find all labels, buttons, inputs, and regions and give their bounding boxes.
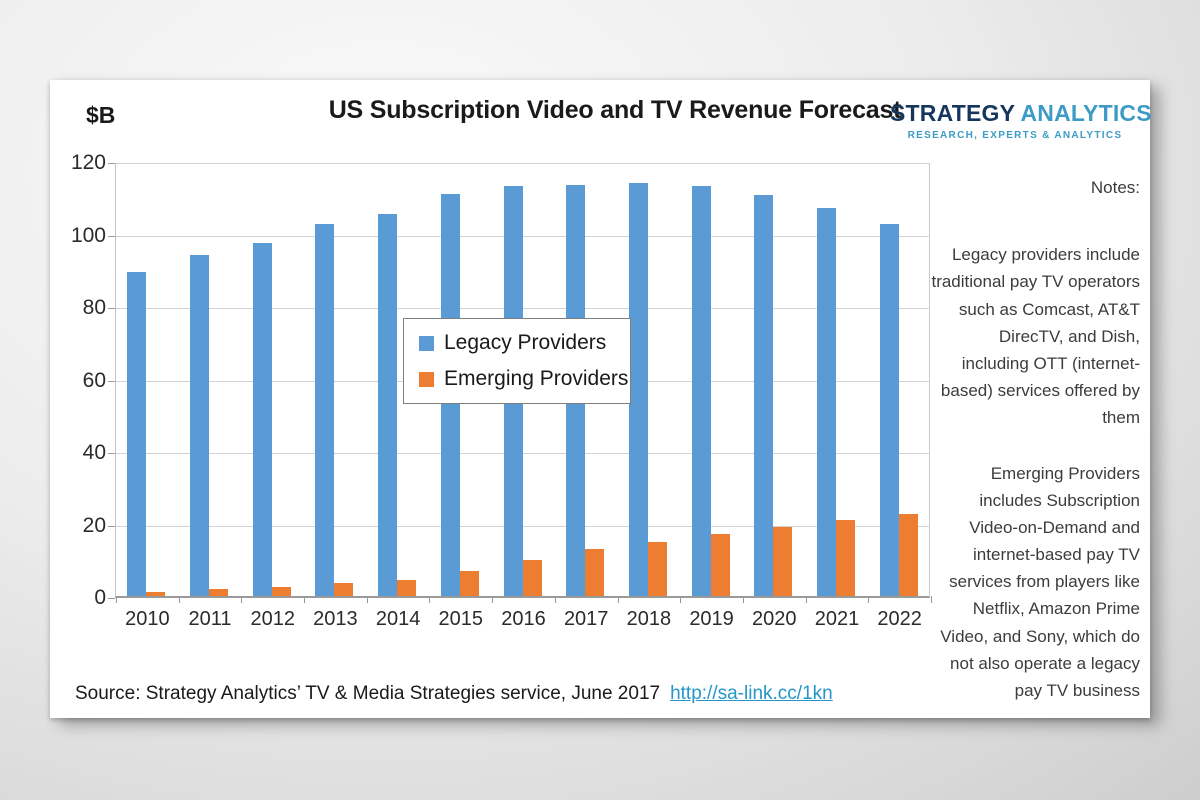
bar-emerging-2014	[397, 579, 417, 596]
y-tick-label-100: 100	[70, 223, 106, 247]
x-tick-label-2012: 2012	[250, 608, 295, 630]
x-tick-label-2020: 2020	[752, 608, 797, 630]
y-axis-tick	[108, 453, 115, 454]
x-tick-label-2011: 2011	[188, 608, 232, 630]
gridline-80	[116, 308, 929, 309]
y-tick-label-20: 20	[82, 513, 106, 537]
notes-paragraph-emerging: Emerging Providers includes Subscription…	[940, 463, 1140, 701]
strategy-analytics-logo: STRATEGY ANALYTICS RESEARCH, EXPERTS & A…	[890, 100, 1152, 141]
logo-word1: STRATEGY	[890, 100, 1015, 126]
source-link[interactable]: http://sa-link.cc/1kn	[670, 683, 833, 704]
notes-paragraph-legacy: Legacy providers include traditional pay…	[931, 245, 1140, 428]
bar-legacy-2021	[816, 208, 836, 596]
x-axis-tick	[304, 596, 306, 603]
bar-emerging-2019	[710, 534, 730, 596]
gridline-100	[116, 235, 929, 237]
notes-heading: Notes:	[1090, 178, 1140, 197]
x-tick-label-2021: 2021	[814, 608, 860, 630]
x-axis-tick	[617, 596, 619, 603]
legend-item-legacy: Legacy Providers	[419, 331, 630, 355]
legend-label-legacy: Legacy Providers	[444, 331, 607, 354]
chart-legend: Legacy Providers Emerging Providers	[403, 318, 631, 404]
y-axis-tick	[108, 235, 115, 237]
x-tick-label-2010: 2010	[125, 608, 170, 630]
y-axis-unit-label: $B	[86, 102, 116, 128]
x-axis-tick	[805, 596, 807, 603]
x-tick-label-2022: 2022	[877, 608, 922, 630]
emerging-swatch	[419, 371, 434, 387]
x-tick-label-2016: 2016	[501, 608, 546, 630]
chart-card: US Subscription Video and TV Revenue For…	[50, 80, 1152, 718]
x-tick-label-2018: 2018	[626, 608, 672, 630]
x-tick-label-2013: 2013	[313, 608, 358, 630]
x-axis-tick	[241, 596, 243, 603]
x-axis-tick	[742, 596, 744, 603]
x-axis-tick	[931, 596, 932, 603]
legend-item-emerging: Emerging Providers	[419, 367, 630, 391]
bar-legacy-2022	[879, 224, 899, 596]
bar-legacy-2019	[691, 186, 711, 596]
y-tick-label-40: 40	[82, 441, 106, 464]
bar-legacy-2011	[190, 255, 210, 596]
bar-legacy-2020	[754, 195, 774, 596]
x-axis-tick	[554, 596, 556, 603]
bar-emerging-2016	[522, 559, 542, 596]
legacy-swatch	[419, 335, 434, 351]
y-tick-label-80: 80	[82, 296, 106, 319]
bar-emerging-2021	[835, 519, 855, 596]
logo-tagline: RESEARCH, EXPERTS & ANALYTICS	[907, 130, 1123, 141]
y-tick-label-60: 60	[82, 368, 106, 392]
legend-label-emerging: Emerging Providers	[444, 367, 629, 390]
gridline-40	[116, 453, 929, 454]
bar-emerging-2022	[898, 514, 918, 596]
x-axis-tick	[116, 596, 117, 603]
x-axis-tick	[429, 596, 431, 603]
bar-emerging-2011	[209, 588, 229, 596]
plot-area: 0 20 40 60 80 100 120 2010 2011 2012 2013 2014 2015 2…	[71, 151, 932, 630]
source-line: Source: Strategy Analytics’ TV & Media S…	[75, 683, 833, 705]
chart-title: US Subscription Video and TV Revenue For…	[328, 96, 902, 124]
bar-legacy-2010	[127, 271, 147, 596]
x-axis-tick	[680, 596, 682, 603]
bar-legacy-2012	[252, 242, 272, 596]
source-text: Source: Strategy Analytics’ TV & Media S…	[75, 683, 661, 704]
x-tick-label-2015: 2015	[438, 608, 484, 630]
y-axis-tick	[108, 525, 115, 527]
y-tick-label-0: 0	[94, 586, 106, 609]
x-axis-tick	[868, 596, 870, 603]
y-axis-tick	[108, 598, 115, 599]
y-axis-tick	[108, 380, 115, 382]
x-tick-label-2017: 2017	[563, 608, 609, 630]
bar-emerging-2020	[773, 527, 793, 596]
x-axis-tick	[178, 596, 180, 603]
y-axis-tick	[108, 308, 115, 309]
bar-emerging-2015	[459, 570, 479, 596]
bar-legacy-2013	[315, 224, 335, 596]
bar-emerging-2013	[334, 583, 354, 596]
x-axis-tick	[366, 596, 368, 603]
bar-emerging-2018	[647, 541, 667, 596]
gridline-20	[116, 525, 929, 527]
bar-emerging-2017	[585, 548, 605, 596]
bar-legacy-2018	[628, 182, 648, 596]
bar-legacy-2014	[378, 213, 398, 596]
x-tick-label-2014: 2014	[375, 608, 421, 630]
x-axis-tick	[492, 596, 494, 603]
y-axis-tick	[108, 163, 115, 164]
bar-emerging-2010	[146, 592, 166, 596]
logo-word2: ANALYTICS	[1014, 100, 1152, 126]
logo-wordmark: STRATEGY ANALYTICS	[890, 100, 1152, 127]
notes-panel: Notes: Legacy providers include traditio…	[928, 174, 1140, 704]
y-tick-label-120: 120	[70, 151, 106, 174]
x-tick-label-2019: 2019	[689, 608, 734, 630]
gridline-120	[116, 163, 929, 164]
bar-emerging-2012	[271, 586, 291, 596]
